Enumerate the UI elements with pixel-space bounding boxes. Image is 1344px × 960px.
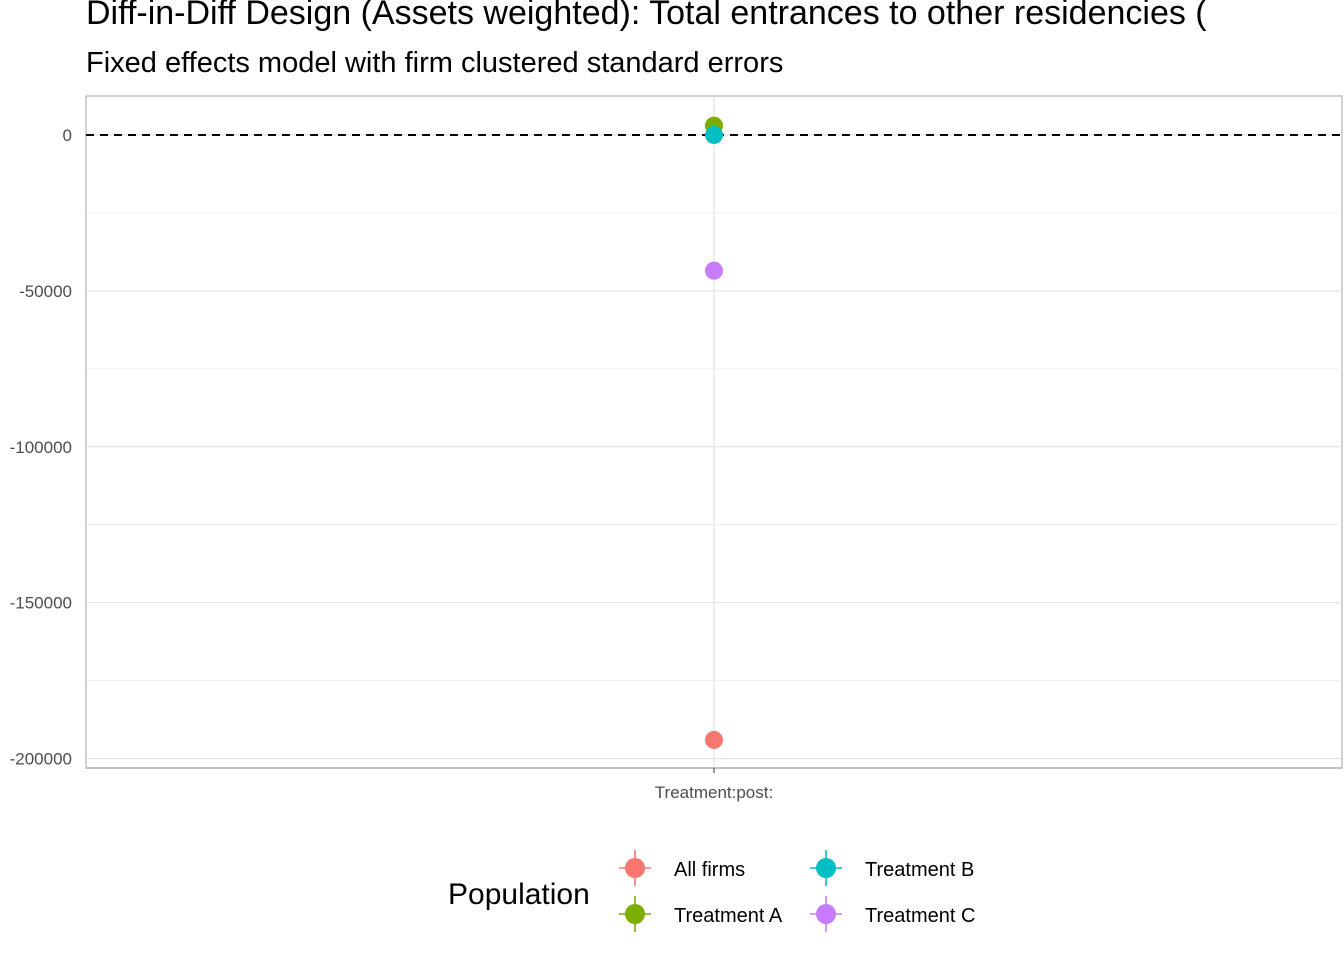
y-tick-label: -200000	[10, 750, 72, 769]
legend-label: Treatment B	[865, 859, 974, 881]
legend-key-point	[625, 904, 645, 924]
grid-layer	[85, 95, 1343, 769]
legend-item: Treatment A	[619, 896, 783, 932]
chart-subtitle: Fixed effects model with firm clustered …	[86, 47, 784, 79]
axis-layer: 0 -50000 -100000 -150000 -200000 Treatment:po…	[10, 126, 1342, 802]
y-tick-label: 0	[63, 126, 72, 145]
data-point	[705, 730, 723, 749]
legend-title: Population	[448, 878, 590, 911]
y-tick-label: -50000	[19, 282, 72, 301]
legend-item: Treatment C	[810, 896, 975, 932]
legend-key-point	[816, 858, 836, 878]
legend-label: All firms	[674, 859, 745, 881]
y-tick-label: -150000	[10, 594, 72, 613]
data-point	[705, 125, 723, 144]
legend-label: Treatment A	[674, 905, 783, 927]
points-layer	[705, 116, 723, 749]
data-point	[705, 261, 723, 280]
legend-item: All firms	[619, 850, 745, 886]
legend-item: Treatment B	[810, 850, 974, 886]
legend: Population All firms Treatment A Treatment …	[448, 850, 975, 932]
legend-label: Treatment C	[865, 905, 975, 927]
legend-key-point	[816, 904, 836, 924]
legend-key-point	[625, 858, 645, 878]
y-tick-label: -100000	[10, 438, 72, 457]
x-tick-label: Treatment:post:	[655, 783, 773, 802]
chart-title: Diff-in-Diff Design (Assets weighted): T…	[86, 0, 1207, 32]
